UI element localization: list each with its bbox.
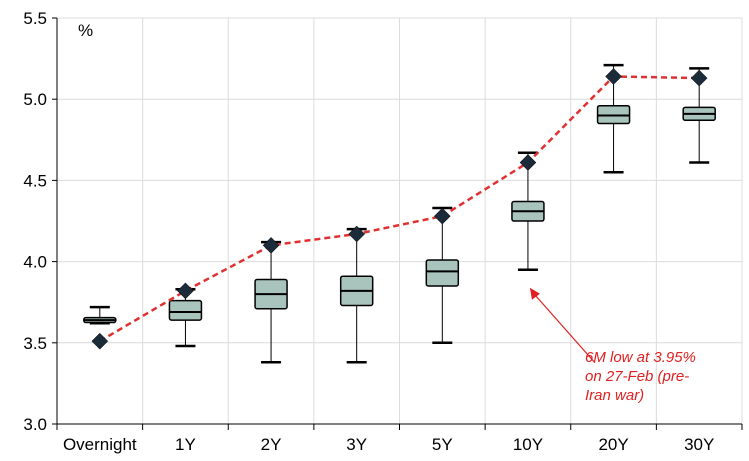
box-5y [425,206,460,345]
x-tick-label: 2Y [261,435,282,454]
box-2y [254,240,288,364]
annotation-arrowhead [529,287,540,300]
x-tick-label: 20Y [598,435,628,454]
current-point [519,154,537,171]
x-tick-label: 30Y [684,435,714,454]
annotation-text-line: on 27-Feb (pre- [585,368,689,385]
y-tick-label: 4.5 [23,171,47,190]
current-point [177,282,194,300]
current-point [262,237,280,254]
annotation-text-line: 6M low at 3.95% [585,349,696,366]
y-unit-label: % [78,21,93,40]
box-20y [596,63,631,174]
annotation-text-line: Iran war) [585,387,644,404]
annotation-arrow-line [533,293,596,364]
y-tick-label: 4.0 [23,253,47,272]
y-tick-label: 3.0 [23,415,47,434]
current-point [433,207,451,225]
current-point [605,68,622,85]
iqr-box [168,299,203,321]
grid-lines [57,17,743,424]
annotation: 6M low at 3.95% on 27-Feb (pre- Iran war) [529,287,696,404]
x-tick-label: 10Y [513,435,543,454]
x-tick-label: 5Y [432,435,453,454]
current-point [348,225,366,243]
current-yield-line [99,75,700,343]
iqr-box [425,259,460,287]
current-point [690,69,708,87]
x-tick-label: Overnight [63,435,137,454]
current-point [91,332,109,350]
x-tick-label: 3Y [346,435,367,454]
x-tick-label: 1Y [175,435,196,454]
y-tick-label: 3.5 [23,334,47,353]
y-tick-label: 5.5 [23,9,47,28]
y-tick-label: 5.0 [23,90,47,109]
box-overnight [83,305,117,325]
axes: 3.0 3.5 4.0 4.5 5.0 5.5 Overnight 1Y 2Y 3Y 5Y 10Y 20… [23,9,743,454]
boxes [83,63,716,364]
box-3y [339,227,374,364]
current-curve [91,68,708,350]
